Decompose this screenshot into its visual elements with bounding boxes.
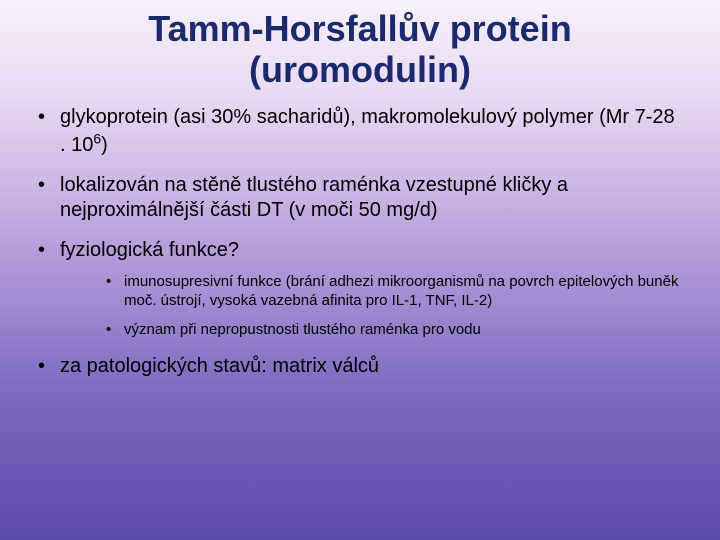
sub-bullet-item: význam při nepropustnosti tlustého ramén… bbox=[106, 321, 682, 340]
bullet-text: fyziologická funkce? bbox=[60, 239, 239, 261]
slide-title: Tamm-Horsfallův protein (uromodulin) bbox=[0, 0, 720, 91]
sub-bullet-item: imunosupresivní funkce (brání adhezi mik… bbox=[106, 273, 682, 311]
bullet-text: lokalizován na stěně tlustého raménka vz… bbox=[60, 174, 568, 222]
title-line-2: (uromodulin) bbox=[0, 49, 720, 90]
bullet-list: glykoprotein (asi 30% sacharidů), makrom… bbox=[38, 105, 682, 379]
slide: Tamm-Horsfallův protein (uromodulin) gly… bbox=[0, 0, 720, 540]
bullet-text: za patologických stavů: matrix válců bbox=[60, 355, 379, 377]
bullet-text: glykoprotein (asi 30% sacharidů), makrom… bbox=[60, 106, 675, 156]
bullet-item: glykoprotein (asi 30% sacharidů), makrom… bbox=[38, 105, 682, 159]
bullet-item: za patologických stavů: matrix válců bbox=[38, 354, 682, 380]
title-line-1: Tamm-Horsfallův protein bbox=[0, 8, 720, 49]
bullet-item: fyziologická funkce? imunosupresivní funk… bbox=[38, 238, 682, 340]
sub-bullet-list: imunosupresivní funkce (brání adhezi mik… bbox=[106, 273, 682, 339]
bullet-item: lokalizován na stěně tlustého raménka vz… bbox=[38, 173, 682, 224]
